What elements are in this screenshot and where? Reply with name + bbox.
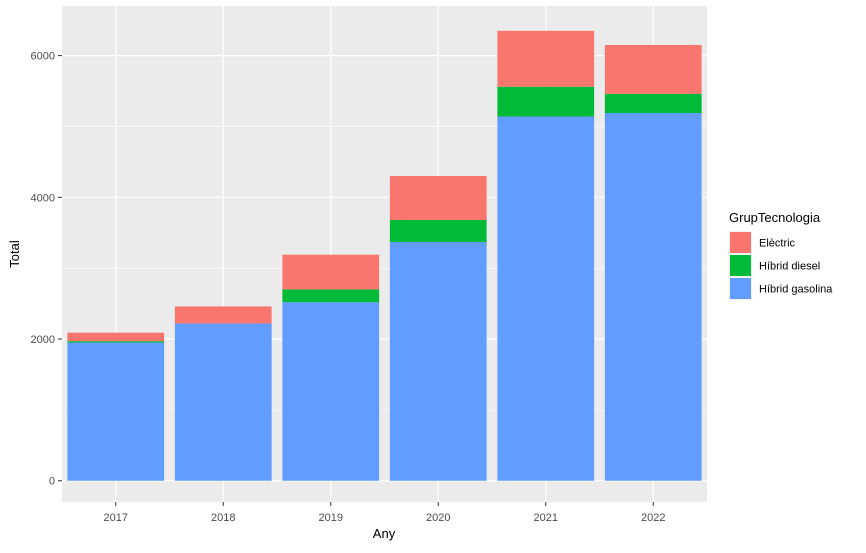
legend-label-h-brid-gasolina: Híbrid gasolina [759,284,833,296]
x-tick-label: 2018 [211,512,235,524]
bar-2017-h-brid-gasolina [67,342,165,481]
bar-2018-h-brid-gasolina [174,323,272,481]
bar-2019-h-brid-gasolina [282,302,380,481]
bar-2021-h-brid-diesel [497,86,595,117]
bar-2022-h-brid-diesel [604,93,702,113]
y-tick-label: 2000 [31,334,55,346]
legend-swatch-h-brid-gasolina [730,278,751,299]
bar-2018-el-ctric [174,306,272,324]
x-tick-label: 2019 [319,512,343,524]
plot-panel [62,6,707,502]
y-axis-title: Total [7,240,22,268]
x-tick-label: 2022 [641,512,665,524]
y-tick-label: 4000 [31,192,55,204]
bar-2019-h-brid-diesel [282,289,380,303]
bar-2022-el-ctric [604,44,702,94]
y-tick-label: 0 [49,476,55,488]
bar-2020-h-brid-gasolina [389,241,487,481]
bar-2017-h-brid-diesel [67,341,165,343]
y-tick-label: 6000 [31,51,55,63]
legend: GrupTecnologia Elèctric Híbrid diesel Híbr… [729,210,833,300]
x-tick-label: 2017 [104,512,128,524]
bar-2020-h-brid-diesel [389,219,487,242]
legend-label-h-brid-diesel: Híbrid diesel [759,261,820,273]
y-axis: 0 2000 4000 6000 [31,51,62,488]
bar-2021-h-brid-gasolina [497,116,595,481]
legend-swatch-h-brid-diesel [730,255,751,276]
bar-2021-el-ctric [497,30,595,87]
bars-group [67,30,702,481]
x-axis: 2017 2018 2019 2020 2021 2022 [104,502,665,524]
minor-gridlines [62,126,707,411]
x-axis-title: Any [373,526,396,541]
legend-swatch-el-ctric [730,232,751,253]
legend-label-el-ctric: Elèctric [759,238,796,250]
legend-title: GrupTecnologia [729,210,821,225]
x-tick-label: 2021 [534,512,558,524]
bar-2020-el-ctric [389,176,487,220]
bar-2022-h-brid-gasolina [604,112,702,481]
bar-2019-el-ctric [282,254,380,290]
x-tick-label: 2020 [426,512,450,524]
bar-2017-el-ctric [67,332,165,342]
